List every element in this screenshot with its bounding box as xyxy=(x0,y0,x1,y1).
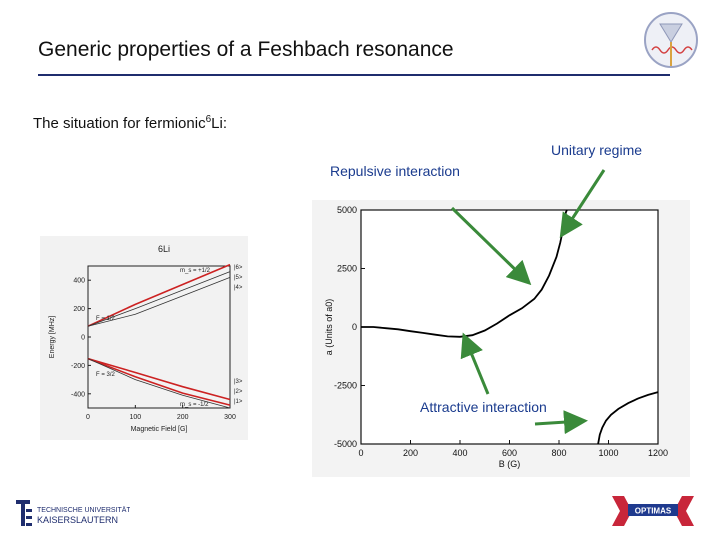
tu-logo-line1: TECHNISCHE UNIVERSITÄT xyxy=(37,506,130,514)
scattering-x-tick-label: 800 xyxy=(551,448,566,458)
scattering-x-tick-label: 1000 xyxy=(598,448,618,458)
energy-annotation: m_s = +1/2 xyxy=(180,268,211,274)
arrow-repulsive xyxy=(450,206,532,286)
energy-annotation: F = 1/2 xyxy=(96,316,116,322)
energy-level-line xyxy=(87,276,231,327)
subtitle-element: Li: xyxy=(211,115,227,132)
scattering-y-tick-label: -2500 xyxy=(334,381,357,391)
energy-annotation: |1> xyxy=(234,399,243,405)
scattering-length-series xyxy=(597,391,659,445)
energy-annotation: |4> xyxy=(234,285,243,291)
subtitle-text: The situation for fermionic xyxy=(33,115,206,132)
tu-logo-line2: KAISERSLAUTERN xyxy=(37,515,118,525)
title-rule xyxy=(38,74,670,76)
scattering-x-label: B (G) xyxy=(499,459,521,469)
scattering-x-tick-label: 400 xyxy=(452,448,467,458)
energy-level-lines xyxy=(87,263,231,409)
optimas-logo-text: OPTIMAS xyxy=(635,507,672,516)
scattering-x-tick-label: 600 xyxy=(502,448,517,458)
scattering-y-tick-label: 0 xyxy=(352,322,357,332)
energy-y-tick-label: 0 xyxy=(81,335,85,342)
energy-annotation: m_s = -1/2 xyxy=(180,402,209,408)
scattering-length-curve xyxy=(361,209,659,445)
atom-trap-logo xyxy=(644,12,698,68)
energy-annotation: |6> xyxy=(234,265,243,271)
energy-x-label: Magnetic Field [G] xyxy=(131,426,188,433)
energy-chart-text: 0 100 200 300 400 200 0 -200 -400 6Li Magnetic Fie… xyxy=(49,244,243,433)
tu-kaiserslautern-logo: TECHNISCHE UNIVERSITÄT KAISERSLAUTERN xyxy=(16,500,130,526)
energy-y-tick-label: -200 xyxy=(71,363,85,370)
energy-level-chart: 0 100 200 300 400 200 0 -200 -400 6Li Magnetic Fie… xyxy=(40,236,248,440)
arrow-attractive-right xyxy=(534,410,588,435)
energy-y-tick-label: -400 xyxy=(71,391,85,398)
energy-x-tick-label: 200 xyxy=(177,414,189,421)
energy-level-line xyxy=(87,358,231,409)
optimas-logo: OPTIMAS xyxy=(612,496,694,526)
energy-x-tick-label: 100 xyxy=(129,414,141,421)
energy-level-line xyxy=(87,263,231,327)
arrow-unitary xyxy=(559,169,606,239)
energy-y-tick-label: 400 xyxy=(73,278,85,285)
energy-y-tick-label: 200 xyxy=(73,306,85,313)
attractive-interaction-label: Attractive interaction xyxy=(420,399,547,415)
energy-x-tick-label: 300 xyxy=(224,414,236,421)
scattering-y-label: a (Units of a0) xyxy=(324,299,334,356)
scattering-plot-frame xyxy=(360,209,659,445)
energy-annotation: |5> xyxy=(234,275,243,281)
scattering-y-tick-label: 5000 xyxy=(337,205,357,215)
energy-level-line xyxy=(87,357,231,406)
energy-annotation: |3> xyxy=(234,379,243,385)
scattering-x-tick-label: 1200 xyxy=(648,448,668,458)
subtitle-mass: 6 xyxy=(205,114,212,125)
scattering-y-tick-label: 2500 xyxy=(337,264,357,274)
repulsive-interaction-label: Repulsive interaction xyxy=(330,163,460,179)
energy-x-tick-label: 0 xyxy=(86,414,90,421)
energy-y-label: Energy [MHz] xyxy=(49,316,56,358)
scattering-y-tick-label: -5000 xyxy=(334,439,357,449)
scattering-length-series xyxy=(361,209,568,338)
energy-annotation: F = 3/2 xyxy=(96,372,116,378)
scattering-x-tick-label: 200 xyxy=(403,448,418,458)
energy-axes xyxy=(87,265,231,409)
energy-chart-title: 6Li xyxy=(158,244,170,254)
slide-subtitle: The situation for fermionic6Li: xyxy=(33,114,227,132)
scattering-axes: 0 200 400 600 800 1000 1200 5000 2500 0 -2500 -5000… xyxy=(324,205,668,469)
scattering-length-chart: 0 200 400 600 800 1000 1200 5000 2500 0 -2500 -5000… xyxy=(312,200,690,477)
arrow-attractive-left xyxy=(460,332,490,395)
energy-annotation: |2> xyxy=(234,389,243,395)
scattering-x-tick-label: 0 xyxy=(358,448,363,458)
energy-level-line xyxy=(87,271,231,327)
unitary-regime-label: Unitary regime xyxy=(551,142,643,158)
slide-title: Generic properties of a Feshbach resonan… xyxy=(38,38,454,61)
energy-level-line xyxy=(87,357,231,401)
